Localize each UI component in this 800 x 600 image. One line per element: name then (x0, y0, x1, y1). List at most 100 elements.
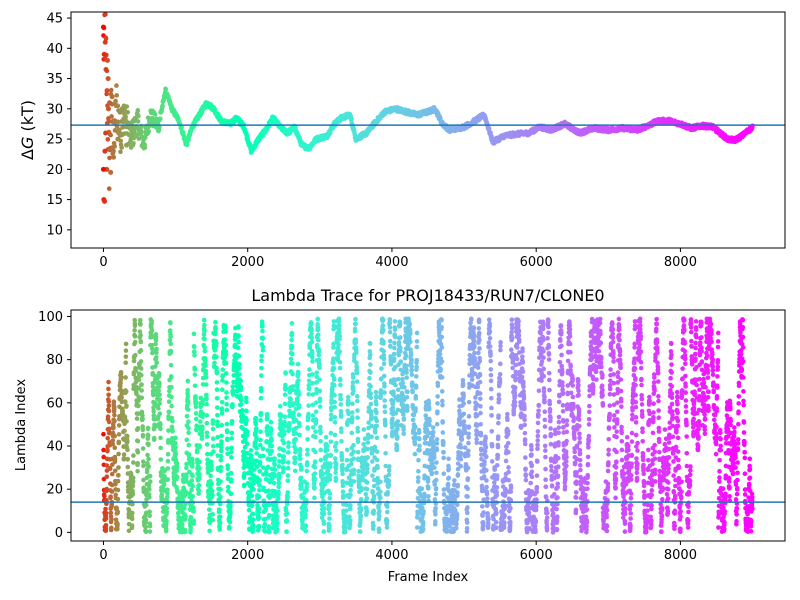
lambda-point (139, 372, 144, 378)
lambda-point (298, 464, 304, 470)
lambda-point (218, 457, 224, 463)
x-tick-label: 0 (99, 255, 107, 270)
lambda-point (241, 475, 247, 481)
lambda-point (381, 341, 386, 346)
lambda-point (218, 487, 223, 492)
lambda-point (350, 410, 355, 415)
lambda-point (115, 526, 120, 532)
lambda-point (313, 449, 318, 455)
lambda-point (290, 387, 296, 393)
lambda-point (272, 488, 278, 494)
lambda-point (316, 337, 321, 343)
lambda-point (203, 382, 209, 387)
lambda-point (151, 413, 157, 418)
lambda-point (124, 419, 129, 424)
lambda-point (350, 401, 355, 407)
lambda-point (249, 503, 255, 509)
lambda-point (165, 458, 171, 464)
lambda-point (202, 358, 208, 363)
delta-g-point (103, 66, 109, 72)
lambda-point (382, 390, 387, 395)
lambda-point (363, 491, 369, 497)
lambda-point (266, 524, 272, 529)
lambda-point (130, 475, 136, 481)
lambda-point (132, 339, 138, 345)
lambda-point (153, 341, 158, 347)
lambda-point (218, 479, 223, 484)
lambda-point (186, 419, 191, 424)
lambda-point (389, 425, 395, 430)
lambda-point (236, 324, 241, 329)
lambda-point (131, 460, 136, 465)
lambda-point (219, 406, 225, 412)
lambda-point (247, 515, 253, 520)
lambda-point (371, 493, 377, 499)
lambda-point (377, 489, 383, 495)
lambda-point (250, 529, 255, 535)
y-tick-label: 30 (46, 102, 63, 117)
lambda-point (390, 416, 395, 422)
lambda-point (106, 399, 112, 404)
lambda-point (229, 418, 235, 424)
lambda-point (224, 395, 229, 400)
lambda-point (317, 404, 323, 409)
delta-g-point (152, 112, 158, 117)
lambda-point (333, 461, 339, 466)
lambda-point (167, 337, 173, 343)
lambda-point (265, 464, 271, 470)
lambda-point (380, 317, 386, 323)
lambda-point (339, 429, 344, 435)
lambda-point (407, 327, 413, 333)
lambda-point (107, 426, 112, 432)
lambda-point (147, 509, 152, 515)
x-tick-label: 8000 (664, 548, 697, 563)
lambda-point (103, 516, 109, 521)
lambda-point (351, 471, 357, 477)
lambda-point (250, 517, 256, 522)
lambda-point (390, 398, 396, 404)
lambda-point (313, 429, 318, 434)
x-tick-label: 6000 (520, 548, 553, 563)
lambda-point (326, 523, 332, 528)
lambda-point (242, 445, 248, 450)
lambda-point (166, 399, 172, 404)
lambda-point (113, 481, 118, 487)
lambda-point (296, 378, 301, 383)
lambda-point (168, 320, 173, 326)
lambda-point (135, 460, 141, 466)
lambda-point (314, 380, 319, 385)
lambda-point (186, 452, 192, 457)
lambda-point (168, 362, 174, 368)
lambda-point (254, 451, 259, 456)
lambda-point (108, 510, 114, 516)
lambda-point (260, 336, 265, 341)
lambda-point (295, 396, 300, 402)
lambda-point (395, 407, 401, 413)
lambda-point (106, 386, 111, 392)
lambda-point (339, 453, 345, 459)
lambda-point (219, 433, 224, 439)
lambda-point (109, 525, 114, 531)
lambda-point (312, 485, 317, 491)
lambda-point (134, 416, 140, 421)
lambda-point (268, 428, 274, 433)
lambda-point (140, 434, 146, 439)
lambda-point (393, 382, 398, 388)
lambda-point (381, 361, 387, 367)
lambda-point (146, 441, 151, 447)
lambda-point (312, 465, 318, 470)
lambda-point (143, 502, 149, 508)
lambda-point (184, 437, 190, 443)
lambda-point (350, 375, 356, 380)
lambda-point (284, 529, 289, 534)
lambda-point (205, 470, 211, 475)
lambda-point (293, 436, 299, 442)
lambda-point (104, 486, 109, 492)
lambda-point (103, 506, 108, 512)
lambda-point (202, 322, 207, 328)
lambda-point (402, 385, 407, 390)
lambda-point (211, 444, 216, 449)
lambda-point (328, 452, 333, 458)
lambda-point (202, 336, 207, 342)
